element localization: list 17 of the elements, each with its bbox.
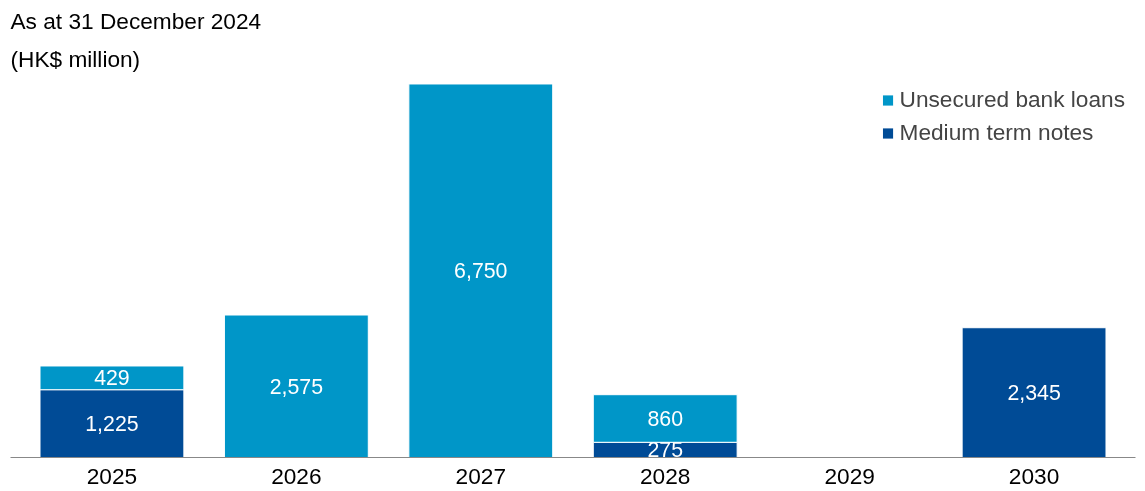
data-label: 2,575 [269,374,324,399]
x-tick-label: 2030 [1008,462,1060,489]
legend-label: Medium term notes [899,119,1094,146]
data-label: 1,225 [85,412,139,437]
data-label: 860 [647,406,684,431]
chart-subtitle: (HK$ million) [10,45,141,72]
x-tick-label: 2029 [824,462,875,489]
data-label: 2,345 [1007,381,1061,406]
x-tick-label: 2027 [455,462,506,489]
legend-label: Unsecured bank loans [899,86,1125,113]
data-label: 6,750 [454,259,508,284]
data-label: 429 [94,366,130,391]
x-tick-label: 2028 [640,462,691,489]
data-label: 275 [647,438,684,463]
x-tick-label: 2026 [271,462,322,489]
chart-title: As at 31 December 2024 [10,7,262,34]
x-tick-label: 2025 [86,462,138,489]
